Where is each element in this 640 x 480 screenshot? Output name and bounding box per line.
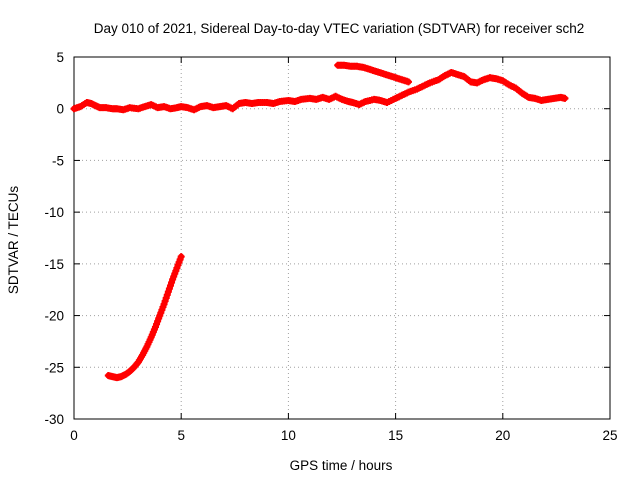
data-point — [404, 78, 412, 86]
y-axis-label: SDTVAR / TECUs — [6, 186, 21, 295]
data-point — [177, 253, 185, 261]
series-satellite-arc-2 — [334, 61, 412, 86]
y-tick-label: -20 — [44, 309, 64, 324]
y-tick-labels: -30 -25 -20 -15 -10 -5 0 5 — [44, 50, 64, 427]
plot-frame — [73, 56, 611, 420]
y-tick-label: 5 — [56, 50, 64, 65]
series-line — [105, 253, 185, 381]
y-tick-label: -5 — [52, 153, 64, 168]
x-tick-label: 15 — [388, 428, 403, 443]
y-tick-label: 0 — [56, 102, 64, 117]
data-point — [561, 94, 569, 102]
x-tick-label: 20 — [495, 428, 510, 443]
chart-title: Day 010 of 2021, Sidereal Day-to-day VTE… — [94, 21, 584, 36]
y-tick-label: -10 — [44, 205, 64, 220]
x-tick-label: 25 — [602, 428, 617, 443]
x-tick-labels: 0 5 10 15 20 25 — [70, 428, 617, 443]
y-tick-label: -30 — [44, 412, 64, 427]
data-series — [70, 61, 569, 382]
series-satellite-arc-3 — [104, 253, 185, 382]
y-tick-label: -15 — [44, 257, 64, 272]
x-axis-label: GPS time / hours — [290, 458, 393, 473]
axis-ticks — [73, 56, 611, 420]
grid-lines — [74, 57, 610, 419]
x-tick-label: 5 — [177, 428, 185, 443]
x-tick-label: 10 — [281, 428, 296, 443]
y-tick-label: -25 — [44, 360, 64, 375]
series-satellite-arc-1 — [70, 69, 569, 114]
x-tick-label: 0 — [70, 428, 78, 443]
